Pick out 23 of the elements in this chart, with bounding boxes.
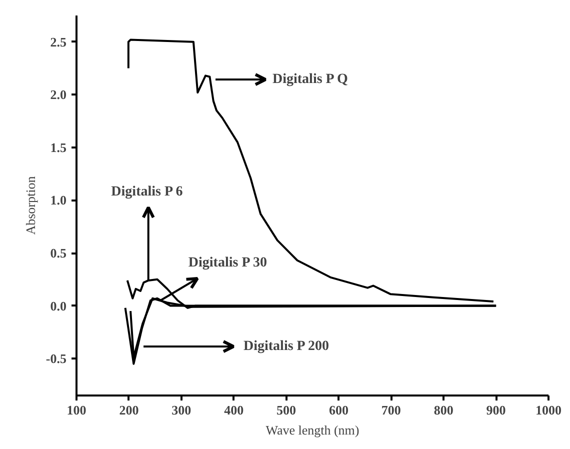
annotation: Digitalis P 6 bbox=[111, 184, 183, 200]
x-tick-label: 900 bbox=[486, 402, 506, 418]
y-tick-label: 0.5 bbox=[50, 246, 67, 260]
y-tick-label: 2.5 bbox=[50, 34, 67, 50]
x-tick-label: 400 bbox=[224, 402, 244, 418]
x-tick-label: 200 bbox=[119, 402, 139, 418]
annotation: Digitalis P Q bbox=[272, 72, 348, 87]
annotation: Digitalis P 200 bbox=[244, 339, 330, 354]
x-tick-label: 100 bbox=[66, 402, 86, 418]
x-tick-label: 800 bbox=[434, 402, 454, 418]
y-tick-label: -0.5 bbox=[46, 351, 67, 366]
y-tick-label: 2.0 bbox=[50, 87, 66, 102]
y-tick-label: 1.5 bbox=[50, 140, 67, 155]
x-tick-label: 1000 bbox=[536, 402, 562, 418]
y-tick-label: 0.0 bbox=[50, 298, 66, 314]
y-axis-title: Absorption bbox=[22, 176, 38, 235]
x-tick-label: 700 bbox=[381, 402, 401, 418]
x-tick-label: 600 bbox=[328, 402, 348, 418]
y-tick-label: 1.0 bbox=[50, 192, 66, 208]
x-tick-label: 300 bbox=[172, 402, 192, 418]
x-tick-label: 500 bbox=[276, 402, 296, 418]
annotation: Digitalis P 30 bbox=[188, 256, 267, 270]
x-axis-title: Wave length (nm) bbox=[266, 422, 360, 438]
